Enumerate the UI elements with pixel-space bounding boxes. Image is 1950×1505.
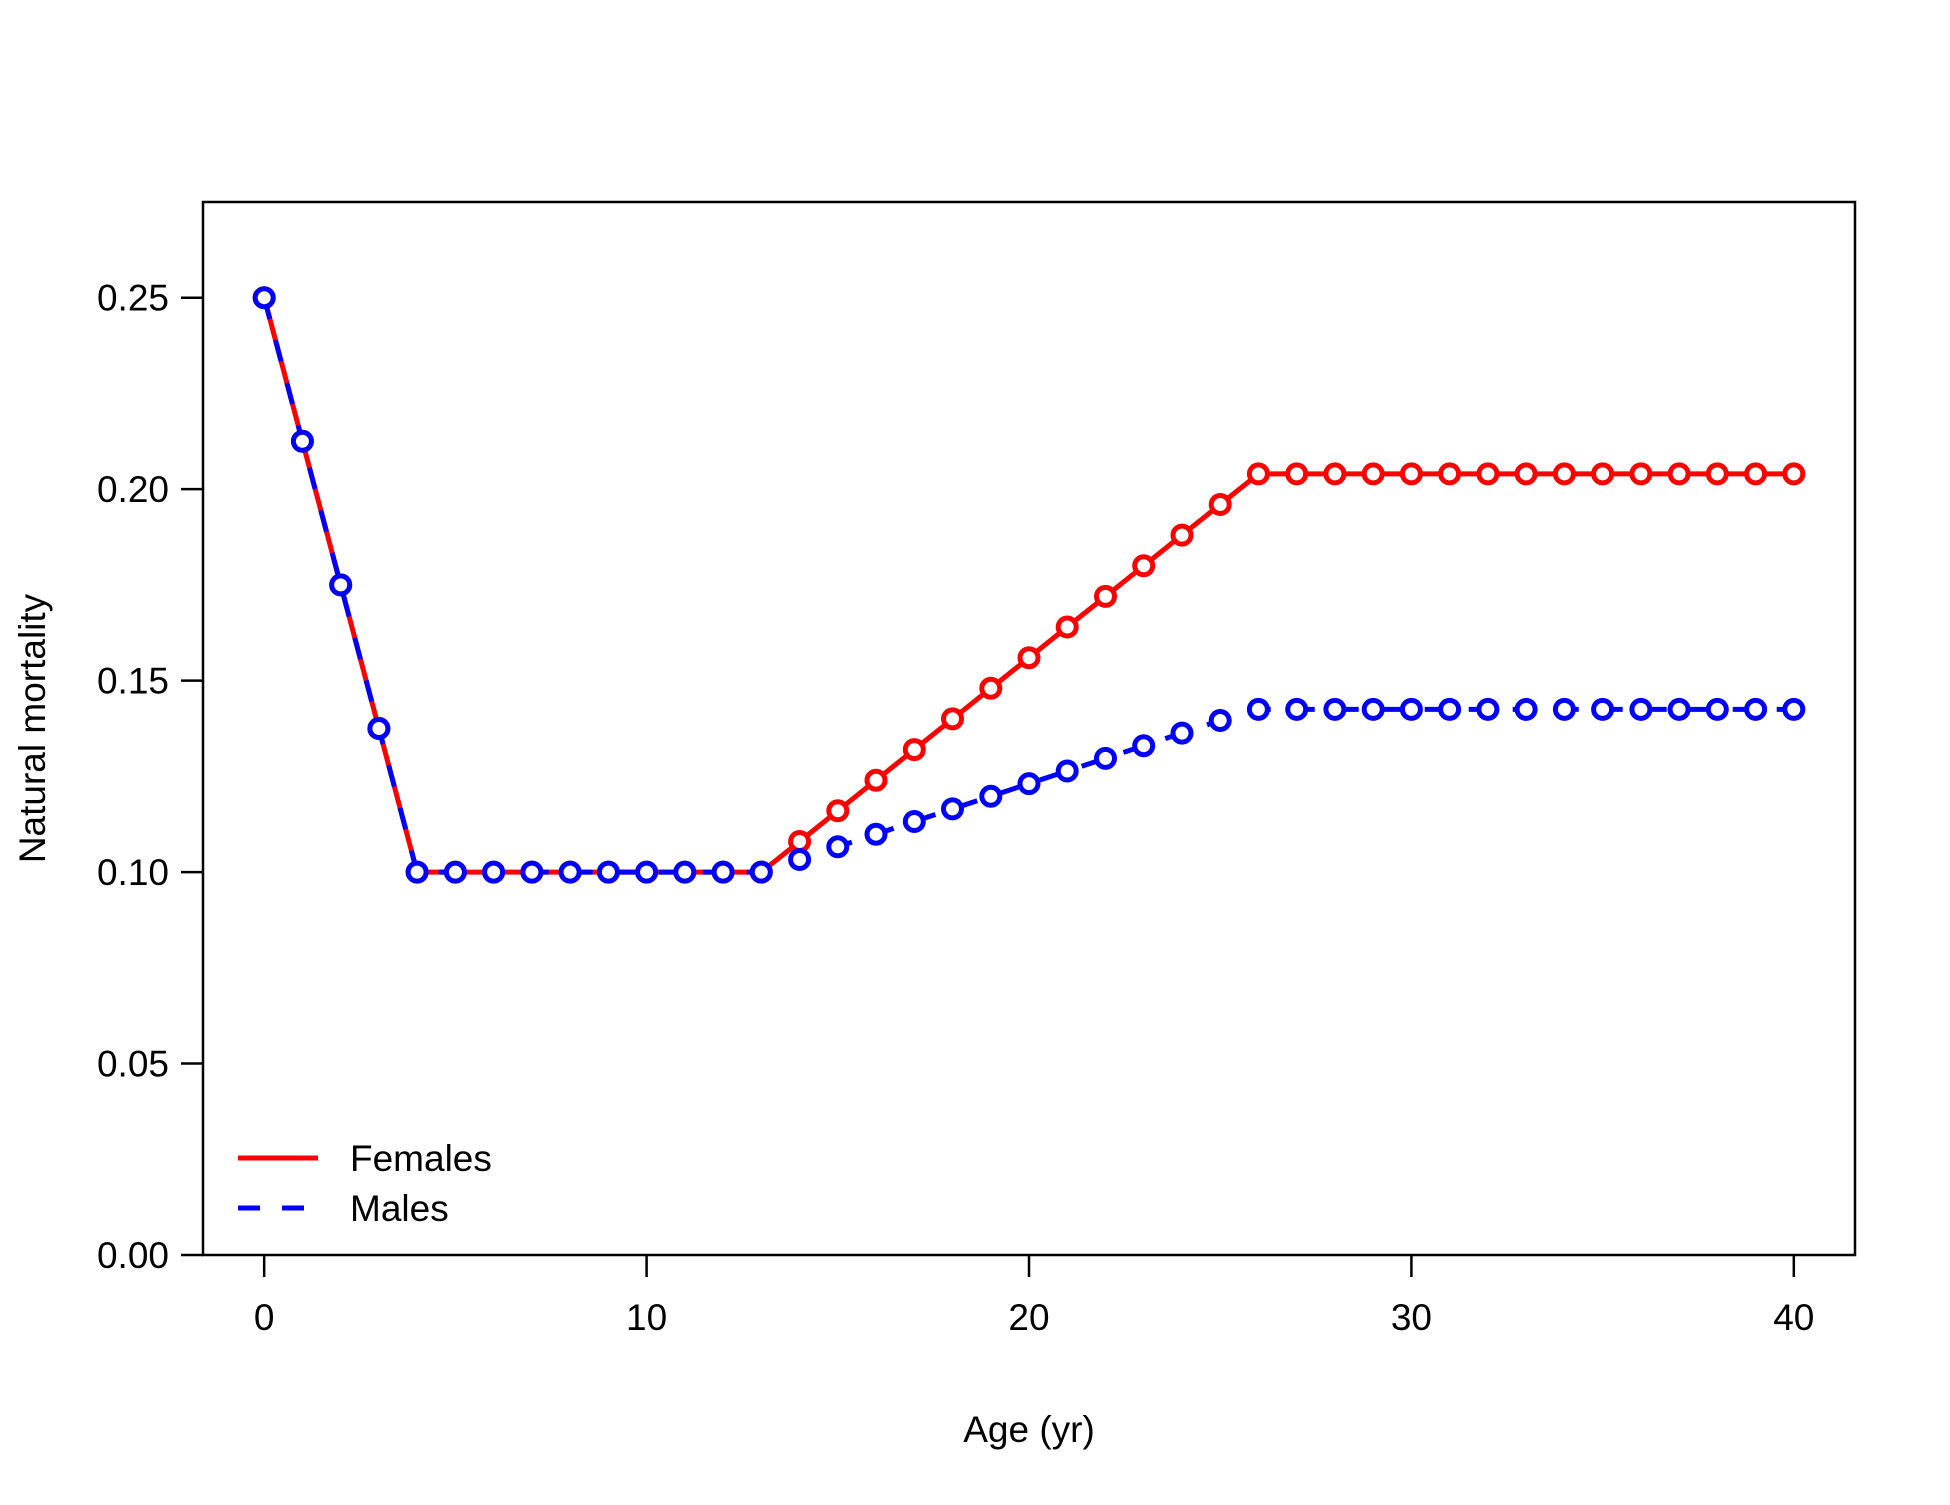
y-tick-label: 0.25 [97, 278, 169, 319]
data-point-males [673, 860, 697, 884]
y-axis: 0.00 0.05 0.10 0.15 0.20 0.25 [97, 278, 203, 1276]
x-axis: 0 10 20 30 40 [254, 1255, 1814, 1338]
data-point-males [979, 784, 1003, 808]
data-point-males [1055, 759, 1079, 783]
data-point-females [788, 830, 812, 853]
data-point-males [941, 797, 964, 821]
data-point-males [596, 860, 620, 884]
x-tick-label: 20 [1008, 1297, 1049, 1338]
data-point-females [1399, 462, 1423, 486]
data-point-males [252, 286, 276, 310]
data-point-females [826, 799, 850, 823]
data-point-females [1132, 554, 1156, 578]
data-point-males [635, 860, 659, 884]
data-point-males [1438, 697, 1462, 721]
data-point-males [367, 717, 391, 740]
x-axis-title: Age (yr) [963, 1409, 1095, 1450]
data-point-females [1323, 462, 1347, 486]
data-point-males [1285, 697, 1309, 721]
data-point-males [558, 860, 582, 884]
data-point-males [1361, 697, 1385, 721]
x-tick-label: 40 [1773, 1297, 1814, 1338]
data-point-males [1246, 697, 1270, 721]
data-point-males [1591, 697, 1615, 721]
data-point-males [1629, 697, 1653, 721]
data-point-males [1094, 746, 1117, 770]
data-point-females [1170, 523, 1194, 547]
data-point-females [941, 707, 964, 731]
data-point-females [864, 768, 888, 792]
data-point-males [1476, 697, 1500, 721]
data-point-males [1170, 721, 1194, 745]
data-point-males [1323, 697, 1347, 721]
legend: Females Males [238, 1138, 492, 1229]
data-point-females [1744, 462, 1768, 486]
data-point-females [1094, 584, 1117, 608]
x-tick-label: 10 [626, 1297, 667, 1338]
series-group [252, 286, 1806, 884]
y-tick-label: 0.15 [97, 661, 169, 702]
data-point-females [1782, 462, 1806, 486]
data-point-females [1285, 462, 1309, 486]
data-point-females [1055, 615, 1079, 639]
data-point-females [1552, 462, 1576, 486]
data-point-males [1399, 697, 1423, 721]
data-point-females [1438, 462, 1462, 486]
y-tick-label: 0.00 [97, 1235, 169, 1276]
data-point-females [1017, 646, 1041, 670]
data-point-males [520, 860, 544, 884]
data-point-males [902, 810, 926, 833]
data-point-males [864, 822, 888, 846]
data-point-males [1705, 697, 1729, 721]
y-axis-title: Natural mortality [12, 593, 53, 863]
legend-label-females: Females [350, 1138, 492, 1179]
data-point-females [1246, 462, 1270, 486]
data-point-males [1667, 697, 1691, 721]
data-point-males [1132, 734, 1156, 758]
data-point-males [1552, 697, 1576, 721]
data-point-males [788, 848, 812, 871]
series-males [252, 286, 1806, 884]
x-tick-label: 0 [254, 1297, 275, 1338]
data-point-males [1017, 772, 1041, 796]
data-point-females [1591, 462, 1615, 486]
y-tick-label: 0.20 [97, 469, 169, 510]
data-point-females [1361, 462, 1385, 486]
data-point-males [1208, 709, 1232, 732]
legend-label-males: Males [350, 1188, 449, 1229]
data-point-males [290, 429, 314, 453]
data-point-females [1705, 462, 1729, 486]
data-point-females [1208, 493, 1232, 516]
data-point-females [1476, 462, 1500, 486]
y-tick-label: 0.05 [97, 1044, 169, 1085]
data-point-males [405, 860, 429, 884]
data-point-males [1744, 697, 1768, 721]
data-point-females [1667, 462, 1691, 486]
data-point-males [1514, 697, 1538, 721]
y-tick-label: 0.10 [97, 852, 169, 893]
x-tick-label: 30 [1391, 1297, 1432, 1338]
data-point-males [482, 860, 506, 884]
data-point-males [1782, 697, 1806, 721]
data-point-females [1514, 462, 1538, 486]
data-point-males [711, 860, 735, 884]
data-point-males [826, 835, 850, 859]
data-point-females [1629, 462, 1653, 486]
data-point-males [329, 573, 353, 597]
data-point-males [749, 860, 773, 884]
data-point-females [979, 676, 1003, 700]
data-point-males [443, 860, 467, 884]
data-point-females [902, 738, 926, 762]
